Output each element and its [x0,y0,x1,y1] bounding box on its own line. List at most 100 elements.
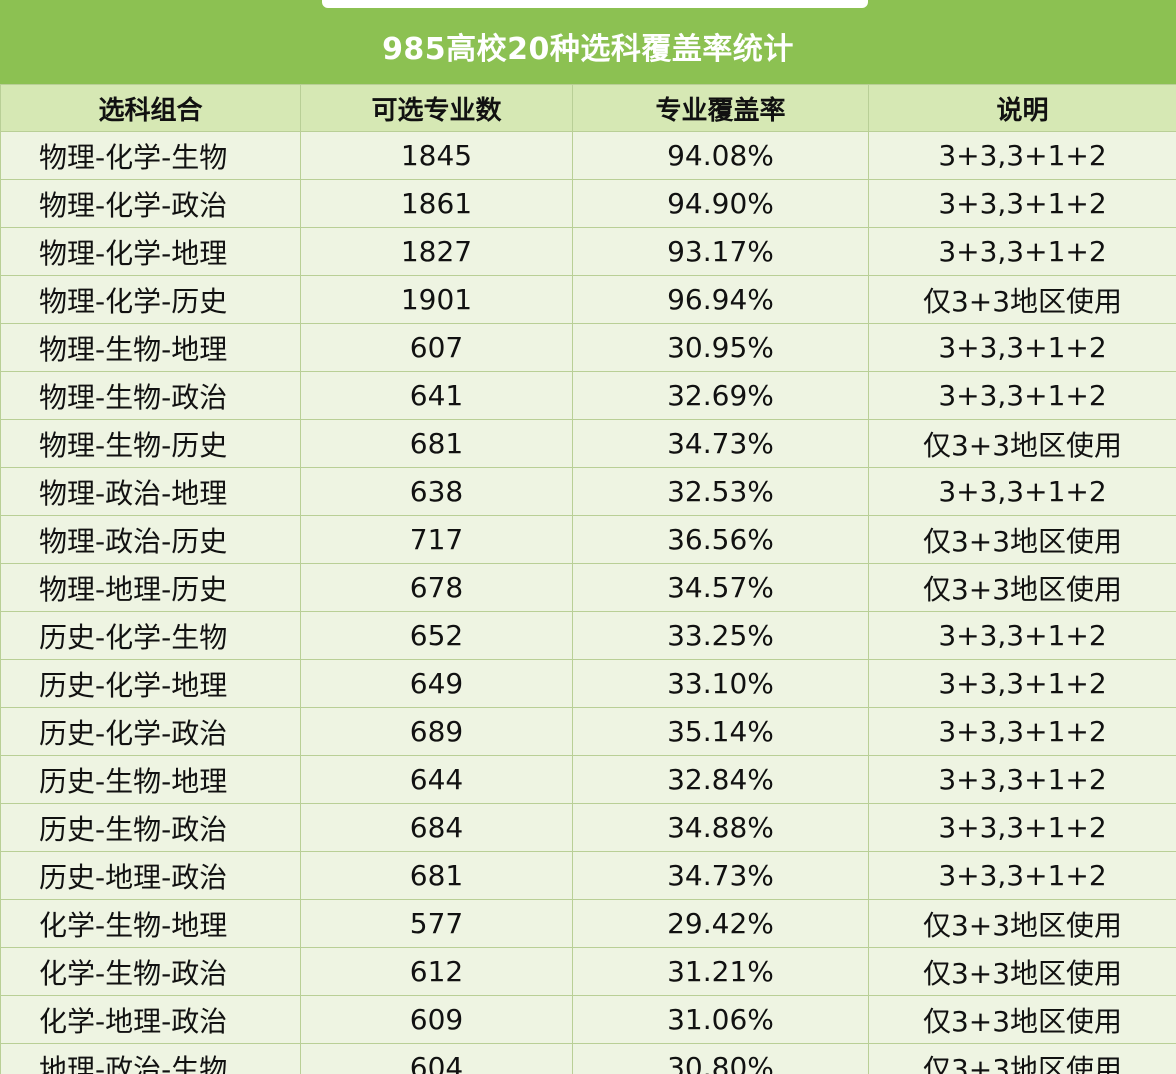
table-row: 物理-政治-历史 717 36.56% 仅3+3地区使用 [0,515,1176,564]
cell-majors: 577 [300,899,573,948]
table-row: 化学-生物-地理 577 29.42% 仅3+3地区使用 [0,899,1176,948]
cell-combination: 历史-生物-政治 [0,803,301,852]
header-row: 选科组合 可选专业数 专业覆盖率 说明 [0,84,1176,132]
cell-majors: 678 [300,563,573,612]
cell-combination: 历史-化学-生物 [0,611,301,660]
table-row: 化学-地理-政治 609 31.06% 仅3+3地区使用 [0,995,1176,1044]
cell-combination: 化学-地理-政治 [0,995,301,1044]
cell-combination: 历史-化学-政治 [0,707,301,756]
cell-note: 3+3,3+1+2 [868,611,1176,660]
cell-coverage: 34.88% [572,803,869,852]
cell-majors: 1901 [300,275,573,324]
header-majors: 可选专业数 [300,84,573,132]
cell-coverage: 94.90% [572,179,869,228]
table-row: 物理-地理-历史 678 34.57% 仅3+3地区使用 [0,563,1176,612]
cell-note: 仅3+3地区使用 [868,1043,1176,1074]
header-combination: 选科组合 [0,84,301,132]
cell-majors: 638 [300,467,573,516]
cell-coverage: 34.57% [572,563,869,612]
cell-combination: 历史-生物-地理 [0,755,301,804]
cell-combination: 物理-地理-历史 [0,563,301,612]
cell-majors: 649 [300,659,573,708]
table-title: 985高校20种选科覆盖率统计 [382,32,794,67]
cell-combination: 物理-生物-历史 [0,419,301,468]
cell-combination: 物理-生物-政治 [0,371,301,420]
cell-coverage: 36.56% [572,515,869,564]
cell-combination: 物理-政治-地理 [0,467,301,516]
table-row: 物理-生物-政治 641 32.69% 3+3,3+1+2 [0,371,1176,420]
table-row: 历史-地理-政治 681 34.73% 3+3,3+1+2 [0,851,1176,900]
table-row: 物理-化学-地理 1827 93.17% 3+3,3+1+2 [0,227,1176,276]
table-row: 历史-生物-地理 644 32.84% 3+3,3+1+2 [0,755,1176,804]
table-row: 物理-化学-政治 1861 94.90% 3+3,3+1+2 [0,179,1176,228]
cell-majors: 604 [300,1043,573,1074]
table-row: 物理-化学-生物 1845 94.08% 3+3,3+1+2 [0,131,1176,180]
table-row: 物理-化学-历史 1901 96.94% 仅3+3地区使用 [0,275,1176,324]
cell-coverage: 29.42% [572,899,869,948]
cell-note: 3+3,3+1+2 [868,467,1176,516]
cell-coverage: 34.73% [572,851,869,900]
cell-majors: 1827 [300,227,573,276]
table-row: 物理-政治-地理 638 32.53% 3+3,3+1+2 [0,467,1176,516]
cell-coverage: 33.25% [572,611,869,660]
cell-majors: 689 [300,707,573,756]
cell-majors: 652 [300,611,573,660]
cell-majors: 717 [300,515,573,564]
cell-note: 3+3,3+1+2 [868,371,1176,420]
cell-combination: 物理-生物-地理 [0,323,301,372]
table-row: 历史-化学-地理 649 33.10% 3+3,3+1+2 [0,659,1176,708]
cell-coverage: 30.95% [572,323,869,372]
cell-combination: 物理-化学-历史 [0,275,301,324]
cell-combination: 历史-地理-政治 [0,851,301,900]
cell-combination: 化学-生物-地理 [0,899,301,948]
cell-majors: 681 [300,851,573,900]
cell-note: 3+3,3+1+2 [868,803,1176,852]
cell-combination: 化学-生物-政治 [0,947,301,996]
cell-coverage: 32.53% [572,467,869,516]
cell-majors: 1845 [300,131,573,180]
cell-note: 仅3+3地区使用 [868,515,1176,564]
cell-combination: 物理-化学-地理 [0,227,301,276]
cell-coverage: 31.21% [572,947,869,996]
coverage-table: 选科组合 可选专业数 专业覆盖率 说明 物理-化学-生物 1845 94.08% 3+… [0,84,1176,1074]
cell-note: 仅3+3地区使用 [868,275,1176,324]
cell-majors: 612 [300,947,573,996]
cell-note: 仅3+3地区使用 [868,947,1176,996]
cell-coverage: 31.06% [572,995,869,1044]
cell-combination: 物理-政治-历史 [0,515,301,564]
cell-coverage: 30.80% [572,1043,869,1074]
cell-note: 仅3+3地区使用 [868,563,1176,612]
cell-note: 3+3,3+1+2 [868,851,1176,900]
cell-majors: 644 [300,755,573,804]
table-body: 物理-化学-生物 1845 94.08% 3+3,3+1+2 物理-化学-政治 1861 9… [0,131,1176,1074]
cell-combination: 历史-化学-地理 [0,659,301,708]
top-tab-decoration [322,0,868,8]
cell-note: 3+3,3+1+2 [868,131,1176,180]
cell-combination: 地理-政治-生物 [0,1043,301,1074]
table-row: 历史-化学-生物 652 33.25% 3+3,3+1+2 [0,611,1176,660]
table-row: 物理-生物-地理 607 30.95% 3+3,3+1+2 [0,323,1176,372]
cell-majors: 609 [300,995,573,1044]
cell-majors: 1861 [300,179,573,228]
cell-note: 3+3,3+1+2 [868,659,1176,708]
cell-majors: 681 [300,419,573,468]
cell-majors: 684 [300,803,573,852]
cell-note: 仅3+3地区使用 [868,995,1176,1044]
cell-note: 3+3,3+1+2 [868,323,1176,372]
cell-coverage: 94.08% [572,131,869,180]
cell-combination: 物理-化学-政治 [0,179,301,228]
cell-majors: 641 [300,371,573,420]
header-note: 说明 [868,84,1176,132]
table-row: 化学-生物-政治 612 31.21% 仅3+3地区使用 [0,947,1176,996]
cell-note: 仅3+3地区使用 [868,419,1176,468]
header-coverage: 专业覆盖率 [572,84,869,132]
table-row: 地理-政治-生物 604 30.80% 仅3+3地区使用 [0,1043,1176,1074]
title-bar: 985高校20种选科覆盖率统计 [0,8,1176,84]
cell-note: 3+3,3+1+2 [868,227,1176,276]
cell-coverage: 96.94% [572,275,869,324]
table-row: 物理-生物-历史 681 34.73% 仅3+3地区使用 [0,419,1176,468]
cell-coverage: 93.17% [572,227,869,276]
cell-majors: 607 [300,323,573,372]
table-row: 历史-化学-政治 689 35.14% 3+3,3+1+2 [0,707,1176,756]
